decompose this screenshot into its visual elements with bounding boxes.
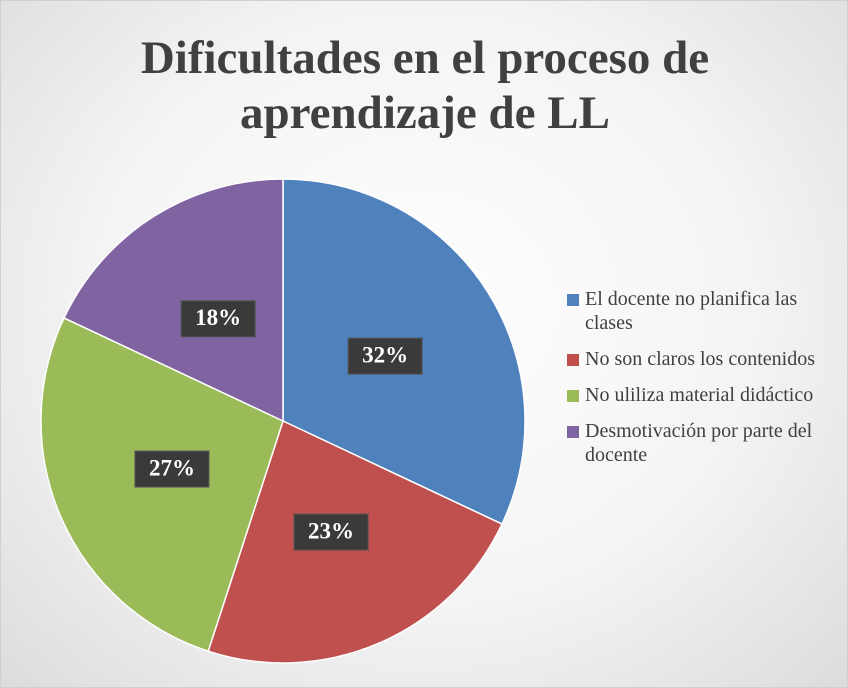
label-box	[347, 337, 423, 375]
legend-swatch	[567, 426, 579, 438]
legend-item: No ulilizа material didáctico	[567, 383, 842, 407]
legend-swatch	[567, 390, 579, 402]
label-box	[180, 300, 256, 338]
legend-label: No son claros los contenidos	[585, 348, 815, 370]
legend: El docente no planifica las clases No son…	[567, 287, 842, 479]
label-box	[293, 513, 369, 551]
data-label: 23%	[308, 518, 354, 543]
data-label: 32%	[362, 342, 408, 367]
legend-label: No ulilizа material didáctico	[585, 384, 814, 406]
legend-item: No son claros los contenidos	[567, 347, 842, 371]
legend-item: Desmotivación por parte del docente	[567, 419, 842, 467]
label-box	[134, 450, 210, 488]
chart-title: Dificultades en el proceso de aprendizaj…	[140, 32, 710, 139]
legend-label: El docente no planifica las clases	[585, 288, 798, 334]
data-label: 18%	[195, 305, 241, 330]
data-label: 27%	[149, 455, 195, 480]
pie-slice	[63, 178, 284, 423]
legend-item: El docente no planifica las clases	[567, 287, 842, 335]
legend-label: Desmotivación por parte del docente	[585, 420, 813, 466]
legend-swatch	[567, 294, 579, 306]
legend-swatch	[567, 354, 579, 366]
